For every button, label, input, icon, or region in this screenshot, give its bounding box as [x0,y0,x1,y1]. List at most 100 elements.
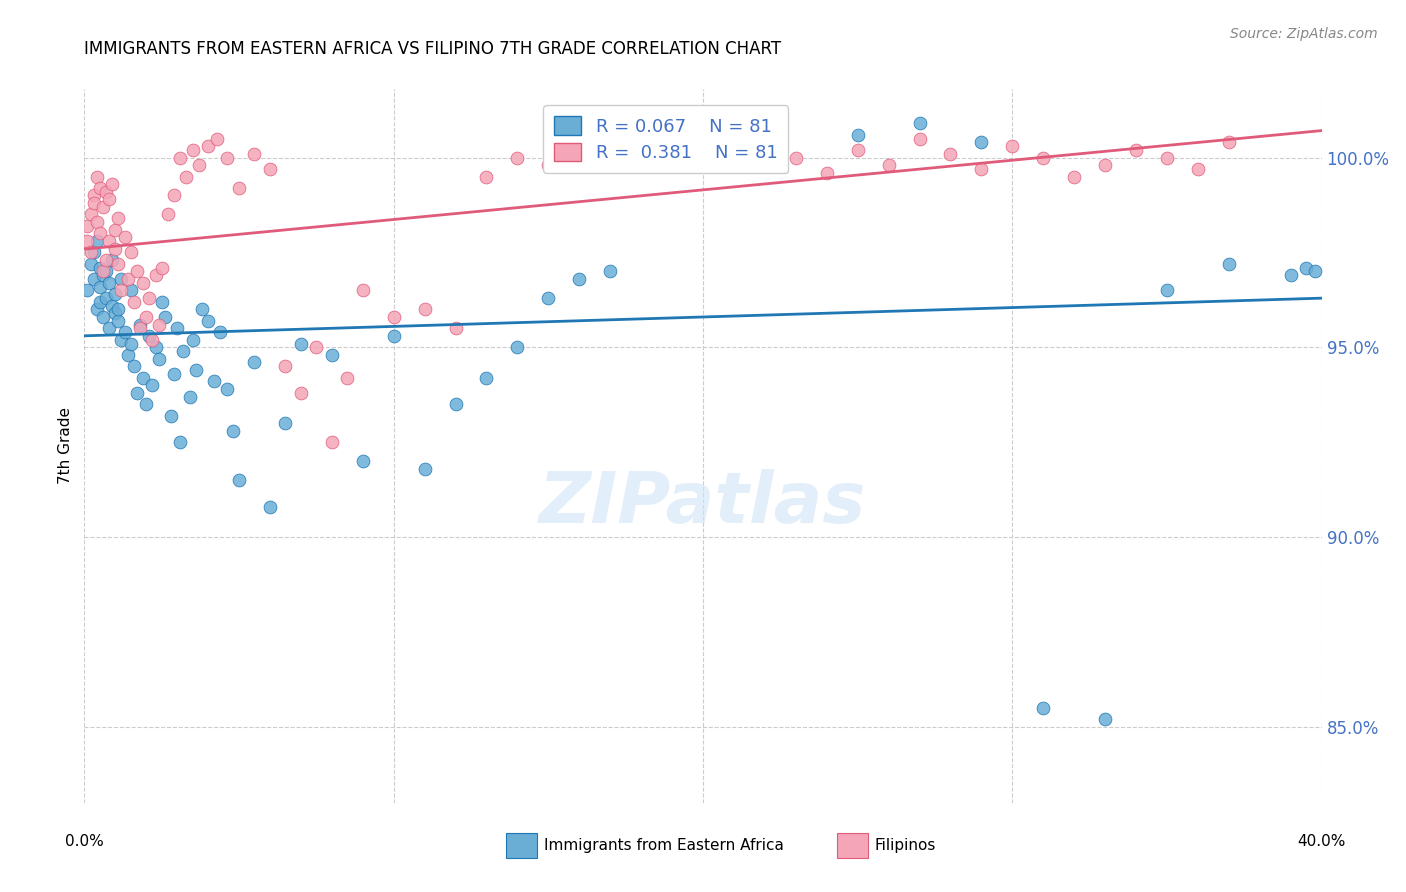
Point [290,336,312,351]
Point [630,151,652,165]
Y-axis label: 7th Grade: 7th Grade [58,408,73,484]
Point [877,158,900,172]
Point [104,287,127,301]
Point [321,348,343,362]
Point [110,272,132,286]
Point [176,169,198,184]
Point [274,416,297,430]
Point [179,390,201,404]
Point [89,294,111,309]
Point [222,424,245,438]
Point [89,181,111,195]
Point [191,302,214,317]
Point [132,276,155,290]
Point [107,257,129,271]
Point [1295,260,1317,275]
Point [148,351,170,366]
Point [83,272,105,286]
Point [114,325,136,339]
Point [243,355,266,369]
Point [1032,701,1054,715]
Point [599,131,621,145]
Point [125,385,148,400]
Point [846,143,869,157]
Point [76,234,98,248]
Point [86,215,108,229]
Point [169,151,191,165]
Point [166,321,188,335]
Point [723,120,745,135]
Point [413,302,436,317]
Point [537,291,560,305]
Point [1305,264,1327,278]
Point [259,500,281,514]
Point [101,177,124,191]
Point [107,211,129,226]
Point [169,435,191,450]
Point [150,294,173,309]
Point [76,284,98,298]
Point [107,302,129,317]
Point [89,260,111,275]
Point [228,473,250,487]
Point [785,151,807,165]
Point [83,188,105,202]
Point [160,409,183,423]
Point [94,264,117,278]
Point [1187,161,1209,176]
Point [86,169,108,184]
Point [970,161,993,176]
Point [104,222,127,236]
Point [98,192,121,206]
Text: 0.0%: 0.0% [65,834,104,849]
Point [122,294,145,309]
Point [122,359,145,374]
Point [661,143,683,157]
Point [150,260,173,275]
Point [156,207,179,221]
Point [91,264,114,278]
Point [290,385,312,400]
Point [305,340,328,354]
Point [98,321,121,335]
Point [91,310,114,324]
Point [321,435,343,450]
Point [506,340,529,354]
Point [599,264,621,278]
Point [107,314,129,328]
Point [1094,158,1116,172]
Point [352,284,374,298]
Point [89,227,111,241]
FancyBboxPatch shape [506,833,537,858]
Point [908,116,931,130]
Point [141,378,163,392]
Point [1218,257,1240,271]
Point [1156,284,1178,298]
Point [537,158,560,172]
Legend: R = 0.067    N = 81, R =  0.381    N = 81: R = 0.067 N = 81, R = 0.381 N = 81 [543,105,789,173]
Point [908,131,931,145]
Point [444,397,467,411]
Point [94,252,117,267]
Point [1032,151,1054,165]
Point [98,276,121,290]
Point [83,196,105,211]
Point [692,131,714,145]
Point [129,321,152,335]
Point [382,310,405,324]
Point [163,188,186,202]
Point [274,359,297,374]
Point [120,245,142,260]
Point [79,257,101,271]
Point [98,234,121,248]
Point [228,181,250,195]
Point [846,128,869,142]
Point [145,268,167,283]
Point [125,264,148,278]
Point [94,185,117,199]
Point [506,151,529,165]
Point [970,136,993,150]
Point [382,329,405,343]
Text: ZIPatlas: ZIPatlas [540,468,866,538]
Point [135,310,157,324]
